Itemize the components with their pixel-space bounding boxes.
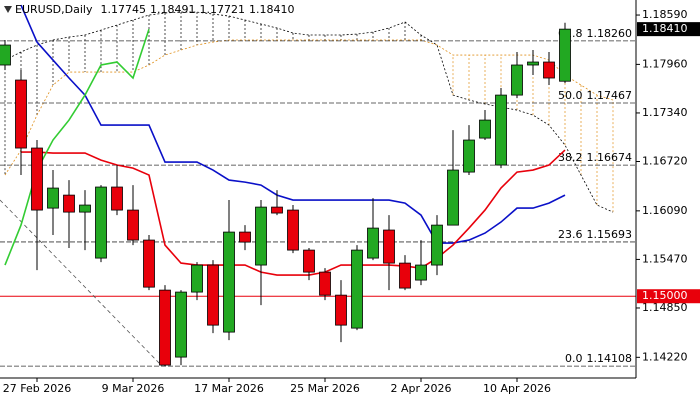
candle-body [239, 231, 251, 243]
candle-body [383, 229, 395, 264]
candle-body [175, 291, 187, 358]
symbol: EURUSD,Daily [15, 3, 93, 16]
fib-price: 1.14108 [587, 352, 633, 365]
x-tick-label: 9 Mar 2026 [102, 382, 165, 395]
candle-body [367, 227, 379, 259]
candle-body [47, 187, 59, 209]
fib-price: 1.18260 [587, 27, 633, 40]
header-close: 1.18410 [249, 3, 295, 16]
price-tag-box [637, 22, 700, 37]
candle-body [31, 147, 43, 211]
cloud-span-a [4, 11, 614, 213]
candle-layer [0, 22, 571, 367]
candle-body [143, 239, 155, 288]
fib-price: 1.16674 [587, 151, 633, 164]
fib-level: 38.2 [558, 151, 583, 164]
indicator-layer [4, 4, 566, 276]
y-tick-label: 1.16720 [642, 155, 688, 168]
cloud-span-b [4, 39, 614, 176]
candle-body [303, 249, 315, 273]
x-tick-label: 2 Apr 2026 [390, 382, 451, 395]
candle-body [255, 206, 267, 266]
candle-body [111, 186, 123, 211]
fib-label: 50.0 1.17467 [558, 89, 632, 102]
alert-tag-label: 1.15000 [642, 289, 688, 302]
candle-body [223, 231, 235, 333]
header-open: 1.17745 [100, 3, 146, 16]
fib-level: 23.6 [558, 228, 583, 241]
indicator-line [4, 28, 150, 266]
candle-body [495, 94, 507, 166]
candle-body [511, 64, 523, 96]
candle-body [191, 264, 203, 293]
x-tick-label: 10 Apr 2026 [483, 382, 551, 395]
candle-body [399, 262, 411, 289]
fib-layer: 0.0 1.14108 23.6 1.15693 38.2 1.16674 50.0 1.17… [0, 27, 636, 367]
candle-body [335, 294, 347, 326]
candle-body [159, 289, 171, 366]
y-tick-label: 1.16090 [642, 204, 688, 217]
y-tick-label: 1.17960 [642, 57, 688, 70]
candle-body [15, 79, 27, 149]
fib-label: 0.0 1.14108 [565, 352, 632, 365]
cloud-layer [4, 11, 614, 213]
candle-body [447, 169, 459, 226]
trend-line [0, 199, 163, 367]
header: EURUSD,Daily 1.17745 1.18491 1.17721 1.18410 [15, 3, 294, 16]
candle-body [479, 119, 491, 139]
price-tag-label: 1.18410 [642, 22, 688, 35]
indicator-line [21, 149, 566, 276]
header-low: 1.17721 [199, 3, 245, 16]
header-high: 1.18491 [150, 3, 196, 16]
indicator-line [20, 4, 566, 244]
candle-body [463, 139, 475, 173]
fib-label: 23.6 1.15693 [558, 228, 632, 241]
candle-body [0, 44, 11, 66]
y-tick-label: 1.18590 [642, 8, 688, 21]
x-tick-label: 25 Mar 2026 [290, 382, 360, 395]
candle-body [527, 61, 539, 66]
candle-body [207, 264, 219, 326]
axes-layer: 1.18590 1.17960 1.17340 1.16720 1.16090 1.154… [3, 8, 700, 395]
alert-tag-box [637, 289, 700, 304]
header-icon [4, 6, 12, 13]
candle-body [559, 28, 571, 82]
candle-body [543, 61, 555, 79]
candle-body [351, 249, 363, 329]
fib-level: 0.0 [565, 352, 583, 365]
fib-price: 1.15693 [587, 228, 633, 241]
candle-body [431, 224, 443, 266]
y-tick-label: 1.14220 [642, 350, 688, 363]
fib-label: 38.2 1.16674 [558, 151, 632, 164]
fib-level: 50.0 [558, 89, 583, 102]
x-tick-label: 17 Mar 2026 [194, 382, 264, 395]
y-tick-label: 1.17340 [642, 106, 688, 119]
candle-body [79, 204, 91, 213]
candle-body [63, 194, 75, 213]
candle-body [415, 264, 427, 281]
candle-body [95, 186, 107, 259]
candle-body [319, 271, 331, 296]
x-tick-label: 27 Feb 2026 [3, 382, 71, 395]
y-tick-label: 1.14850 [642, 301, 688, 314]
candle-body [271, 206, 283, 214]
fib-price: 1.17467 [587, 89, 633, 102]
candle-body [127, 209, 139, 241]
y-tick-label: 1.15470 [642, 252, 688, 265]
candle-body [287, 209, 299, 251]
